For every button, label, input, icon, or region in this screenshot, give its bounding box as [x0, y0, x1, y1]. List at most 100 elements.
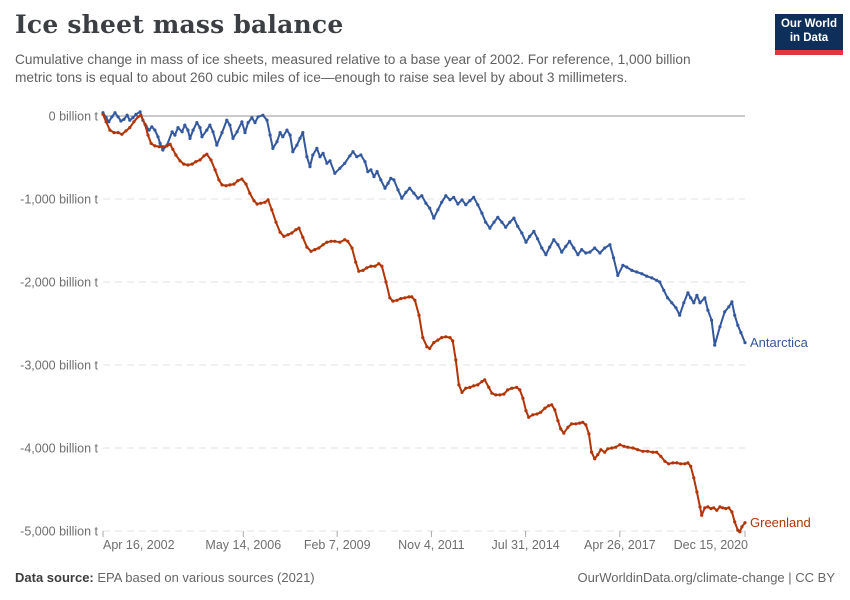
data-point [386, 181, 390, 185]
y-tick-label: 0 billion t [49, 110, 99, 124]
data-point [321, 151, 325, 155]
data-point [521, 396, 525, 400]
data-point [713, 343, 717, 347]
data-point [359, 153, 363, 157]
data-point [625, 265, 629, 269]
data-point [278, 131, 282, 135]
data-point [290, 231, 294, 235]
data-point [593, 246, 597, 250]
credit-link[interactable]: OurWorldinData.org/climate-change | CC B… [577, 570, 835, 585]
data-point [305, 245, 309, 249]
data-point [355, 155, 359, 159]
data-point [421, 336, 425, 340]
data-point [225, 118, 229, 122]
data-point [550, 403, 554, 407]
data-point [183, 123, 187, 127]
data-point [259, 201, 263, 205]
data-point [695, 490, 699, 494]
data-point [107, 120, 111, 124]
data-point [706, 308, 710, 312]
data-point [286, 233, 290, 237]
data-point [724, 507, 728, 511]
data-point [663, 459, 667, 463]
data-point [618, 443, 622, 447]
data-point [408, 186, 412, 190]
data-point [363, 160, 367, 164]
data-point [723, 310, 727, 314]
data-point [483, 378, 487, 382]
data-point [380, 264, 384, 268]
data-point [679, 462, 683, 466]
data-point [683, 462, 687, 466]
data-point [255, 202, 259, 206]
data-point [480, 380, 484, 384]
data-point [228, 183, 232, 187]
data-point [689, 296, 693, 300]
data-point [182, 162, 186, 166]
data-point [375, 170, 379, 174]
data-point [132, 120, 136, 124]
data-point [630, 268, 634, 272]
chart-subtitle: Cumulative change in mass of ice sheets,… [15, 52, 691, 86]
data-point [407, 295, 411, 299]
data-point [108, 128, 112, 132]
data-point [626, 445, 630, 449]
x-tick-label: Feb 7, 2009 [304, 538, 371, 552]
data-point [131, 116, 135, 120]
data-point [200, 135, 204, 139]
data-point [198, 126, 202, 130]
data-point [134, 112, 138, 116]
data-point [516, 224, 520, 228]
data-point [562, 431, 566, 435]
owid-logo-line1: Our World [780, 18, 837, 31]
data-point [124, 129, 128, 133]
data-point [715, 508, 719, 512]
data-point [698, 301, 702, 305]
data-point [738, 530, 742, 534]
data-point [361, 268, 365, 272]
data-point [641, 449, 645, 453]
data-point [606, 447, 610, 451]
data-point [274, 220, 278, 224]
data-point [689, 464, 693, 468]
data-point [593, 457, 597, 461]
data-point [448, 336, 452, 340]
data-point [198, 158, 202, 162]
data-point [128, 126, 132, 130]
data-point [556, 419, 560, 423]
data-point [243, 131, 247, 135]
data-point [388, 296, 392, 300]
data-point [675, 461, 679, 465]
data-point [496, 215, 500, 219]
data-point [524, 409, 528, 413]
data-point [244, 182, 248, 186]
data-point [318, 155, 322, 159]
data-point [710, 318, 714, 322]
data-point [743, 521, 747, 525]
data-point [733, 313, 737, 317]
data-point [424, 201, 428, 205]
data-point [659, 454, 663, 458]
data-point [317, 246, 321, 250]
data-point [743, 341, 747, 345]
data-point [608, 243, 612, 247]
data-point [520, 231, 524, 235]
data-point [112, 131, 116, 135]
data-point [709, 507, 713, 511]
data-point [157, 145, 161, 149]
data-point [655, 278, 659, 282]
data-point [444, 194, 448, 198]
data-point [165, 144, 169, 148]
data-point [622, 444, 626, 448]
data-point [295, 143, 299, 147]
data-point [580, 248, 584, 252]
data-source-text: EPA based on various sources (2021) [93, 570, 315, 585]
data-point [301, 235, 305, 239]
data-point [476, 203, 480, 207]
data-point [220, 183, 224, 187]
data-point [399, 297, 403, 301]
data-point [568, 239, 572, 243]
data-point [346, 239, 350, 243]
greenland-series-label: Greenland [750, 515, 811, 530]
data-point [231, 136, 235, 140]
